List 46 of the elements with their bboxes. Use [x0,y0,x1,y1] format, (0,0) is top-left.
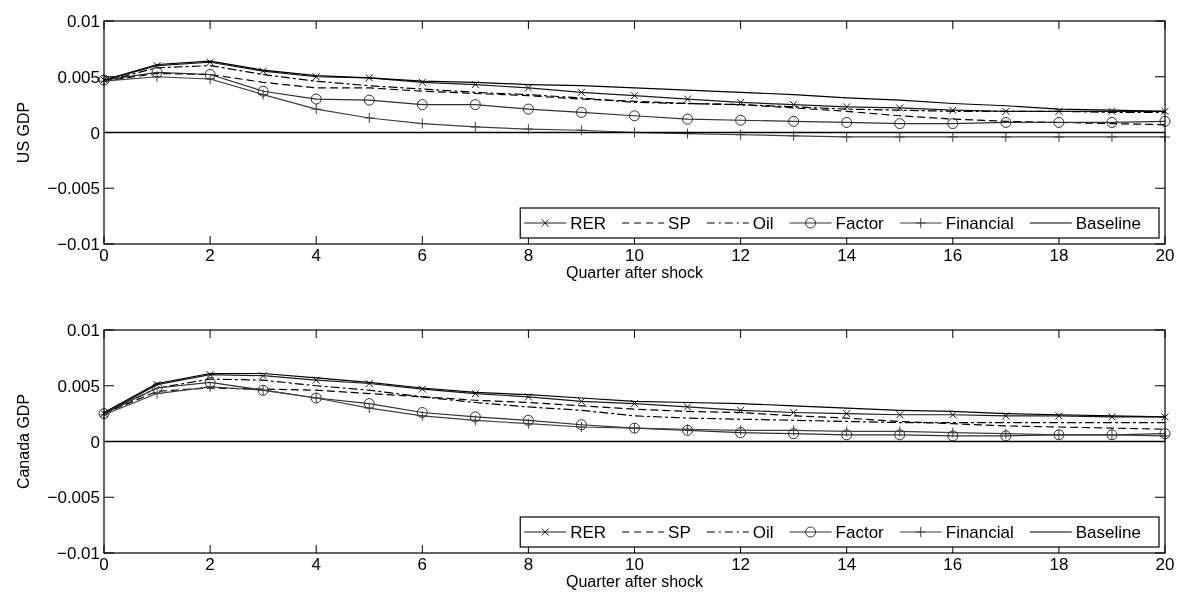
legend-label: Factor [835,214,885,233]
legend-label: Oil [752,523,774,542]
legend-label: Baseline [1075,523,1142,542]
legend-label: Financial [945,523,1014,542]
x-tick-label: 6 [417,246,428,265]
x-tick-label: 16 [943,246,963,265]
x-tick-label: 10 [625,555,644,574]
y-axis-title: Canada GDP [15,393,32,490]
legend-label: Financial [945,214,1014,233]
x-tick-label: 2 [205,246,215,265]
y-tick-label: −0.01 [56,544,100,563]
legend-label: Factor [835,523,885,542]
x-tick-label: 8 [523,246,534,265]
y-tick-label: 0.005 [57,67,100,87]
x-tick-label: 14 [837,246,857,265]
legend-label: Oil [752,214,774,233]
x-tick-label: 20 [1155,555,1175,574]
y-tick-label: 0.005 [57,376,100,396]
x-tick-label: 20 [1155,246,1175,265]
x-tick-label: 8 [523,555,534,574]
x-tick-label: 18 [1049,246,1069,265]
legend-label: SP [668,523,691,542]
x-tick-label: 4 [311,246,321,265]
x-axis-title: Quarter after shock [566,573,704,590]
x-tick-label: 2 [205,555,215,574]
x-tick-label: 4 [311,555,321,574]
y-tick-label: −0.01 [56,235,100,254]
x-tick-label: 12 [731,246,751,265]
legend-label: RER [570,214,607,233]
x-tick-label: 10 [625,246,644,265]
y-tick-label: 0 [90,432,100,452]
x-axis-title: Quarter after shock [566,264,704,281]
legend-label: RER [570,523,607,542]
x-tick-label: 12 [731,555,751,574]
x-tick-label: 6 [417,555,428,574]
y-tick-label: 0.01 [66,321,100,340]
y-tick-label: 0.01 [66,12,100,31]
y-tick-label: 0 [90,123,100,143]
x-tick-label: 14 [837,555,857,574]
x-tick-label: 16 [943,555,963,574]
legend-label: Baseline [1075,214,1142,233]
x-tick-label: 18 [1049,555,1069,574]
y-tick-label: −0.005 [47,179,100,199]
legend-label: SP [668,214,691,233]
y-axis-title: US GDP [15,101,32,164]
y-tick-label: −0.005 [47,488,100,508]
